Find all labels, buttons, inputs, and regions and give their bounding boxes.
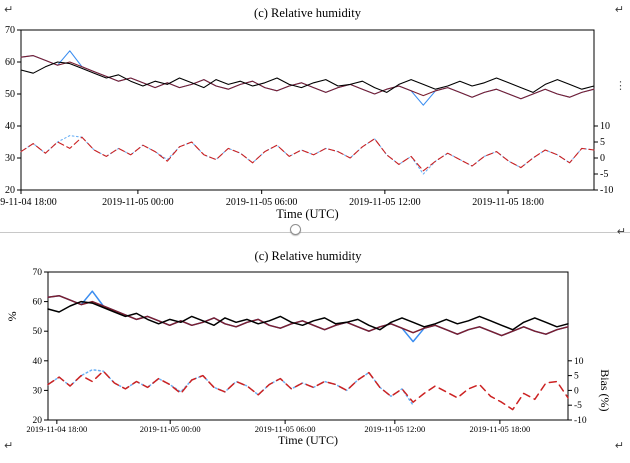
y2-tick-label: 10	[600, 121, 610, 132]
y-tick-label: 30	[5, 153, 15, 164]
chart-title: (c) Relative humidity	[254, 6, 362, 20]
x-axis-label: Time (UTC)	[278, 433, 338, 447]
y2-axis-label: Bias (%)	[598, 369, 612, 411]
x-tick-label: 2019-11-05 18:00	[472, 197, 544, 208]
x-tick-label: 2019-11-05 06:00	[226, 197, 298, 208]
x-tick-label: 2019-11-05 00:00	[140, 424, 201, 434]
chart-figure-bottom: (c) Relative humidity 70 60 50 40 30 20 10 5 0 -5-…	[0, 246, 630, 460]
series-bias-blue-dotted	[20, 135, 595, 175]
x-tick-label: 2019-11-05 06:00	[255, 424, 316, 434]
y2-tick-label: -10	[600, 185, 613, 196]
y-tick-label: 30	[33, 386, 43, 396]
chart-bottom-svg: (c) Relative humidity7060504030201050-5-…	[5, 249, 612, 447]
series-bias-red-dashed	[20, 136, 595, 172]
y-tick-label: 70	[5, 25, 15, 36]
paragraph-mark: ↵	[4, 3, 14, 16]
x-tick-label: 2019-11-04 18:00	[26, 424, 87, 434]
clipped-axis-label-dots: ⋮	[615, 79, 626, 92]
figure-divider	[0, 232, 630, 233]
y2-tick-label: -10	[574, 416, 587, 426]
y2-tick-label: 10	[574, 357, 584, 367]
chart-figure-top: (c) Relative humidity 70 60 50 40 30 20 10 5 0 -5-…	[0, 0, 630, 226]
chart-top-svg: (c) Relative humidity7060504030201050-5-…	[0, 6, 613, 221]
y-tick-label: 20	[5, 185, 15, 196]
paragraph-mark: ↵	[4, 439, 14, 452]
paragraph-mark: ↵	[616, 225, 626, 238]
chart-title: (c) Relative humidity	[255, 249, 363, 263]
y2-tick-label: 0	[600, 153, 605, 164]
x-tick-label: 2019-11-04 18:00	[0, 197, 57, 208]
y2-tick-label: 5	[600, 137, 605, 148]
resize-handle[interactable]	[290, 224, 301, 235]
plot-frame	[47, 271, 569, 421]
series-bias-red-dashed	[47, 370, 569, 411]
x-tick-label: 2019-11-05 18:00	[469, 424, 530, 434]
y-tick-label: 40	[33, 357, 43, 367]
series-black-line	[47, 300, 569, 331]
x-tick-label: 2019-11-05 00:00	[102, 197, 174, 208]
series-red-line	[20, 55, 595, 100]
y-tick-label: 60	[33, 298, 43, 308]
x-tick-label: 2019-11-05 12:00	[349, 197, 421, 208]
y2-tick-label: -5	[574, 401, 582, 411]
x-tick-label: 2019-11-05 12:00	[364, 424, 425, 434]
y-tick-label: 70	[33, 268, 43, 278]
paragraph-mark: ↵	[614, 3, 624, 16]
y-tick-label: 20	[33, 416, 43, 426]
plot-frame	[20, 29, 595, 191]
y2-tick-label: 0	[574, 386, 579, 396]
y-tick-label: 60	[5, 57, 15, 68]
y-tick-label: 40	[5, 121, 15, 132]
y-tick-label: 50	[33, 327, 43, 337]
series-black-line	[20, 61, 595, 93]
y-tick-label: 50	[5, 89, 15, 100]
x-axis-label: Time (UTC)	[276, 207, 338, 221]
y2-tick-label: -5	[600, 169, 608, 180]
y-axis-label: %	[5, 311, 19, 321]
paragraph-mark: ↵	[614, 439, 624, 452]
y2-tick-label: 5	[574, 372, 579, 382]
